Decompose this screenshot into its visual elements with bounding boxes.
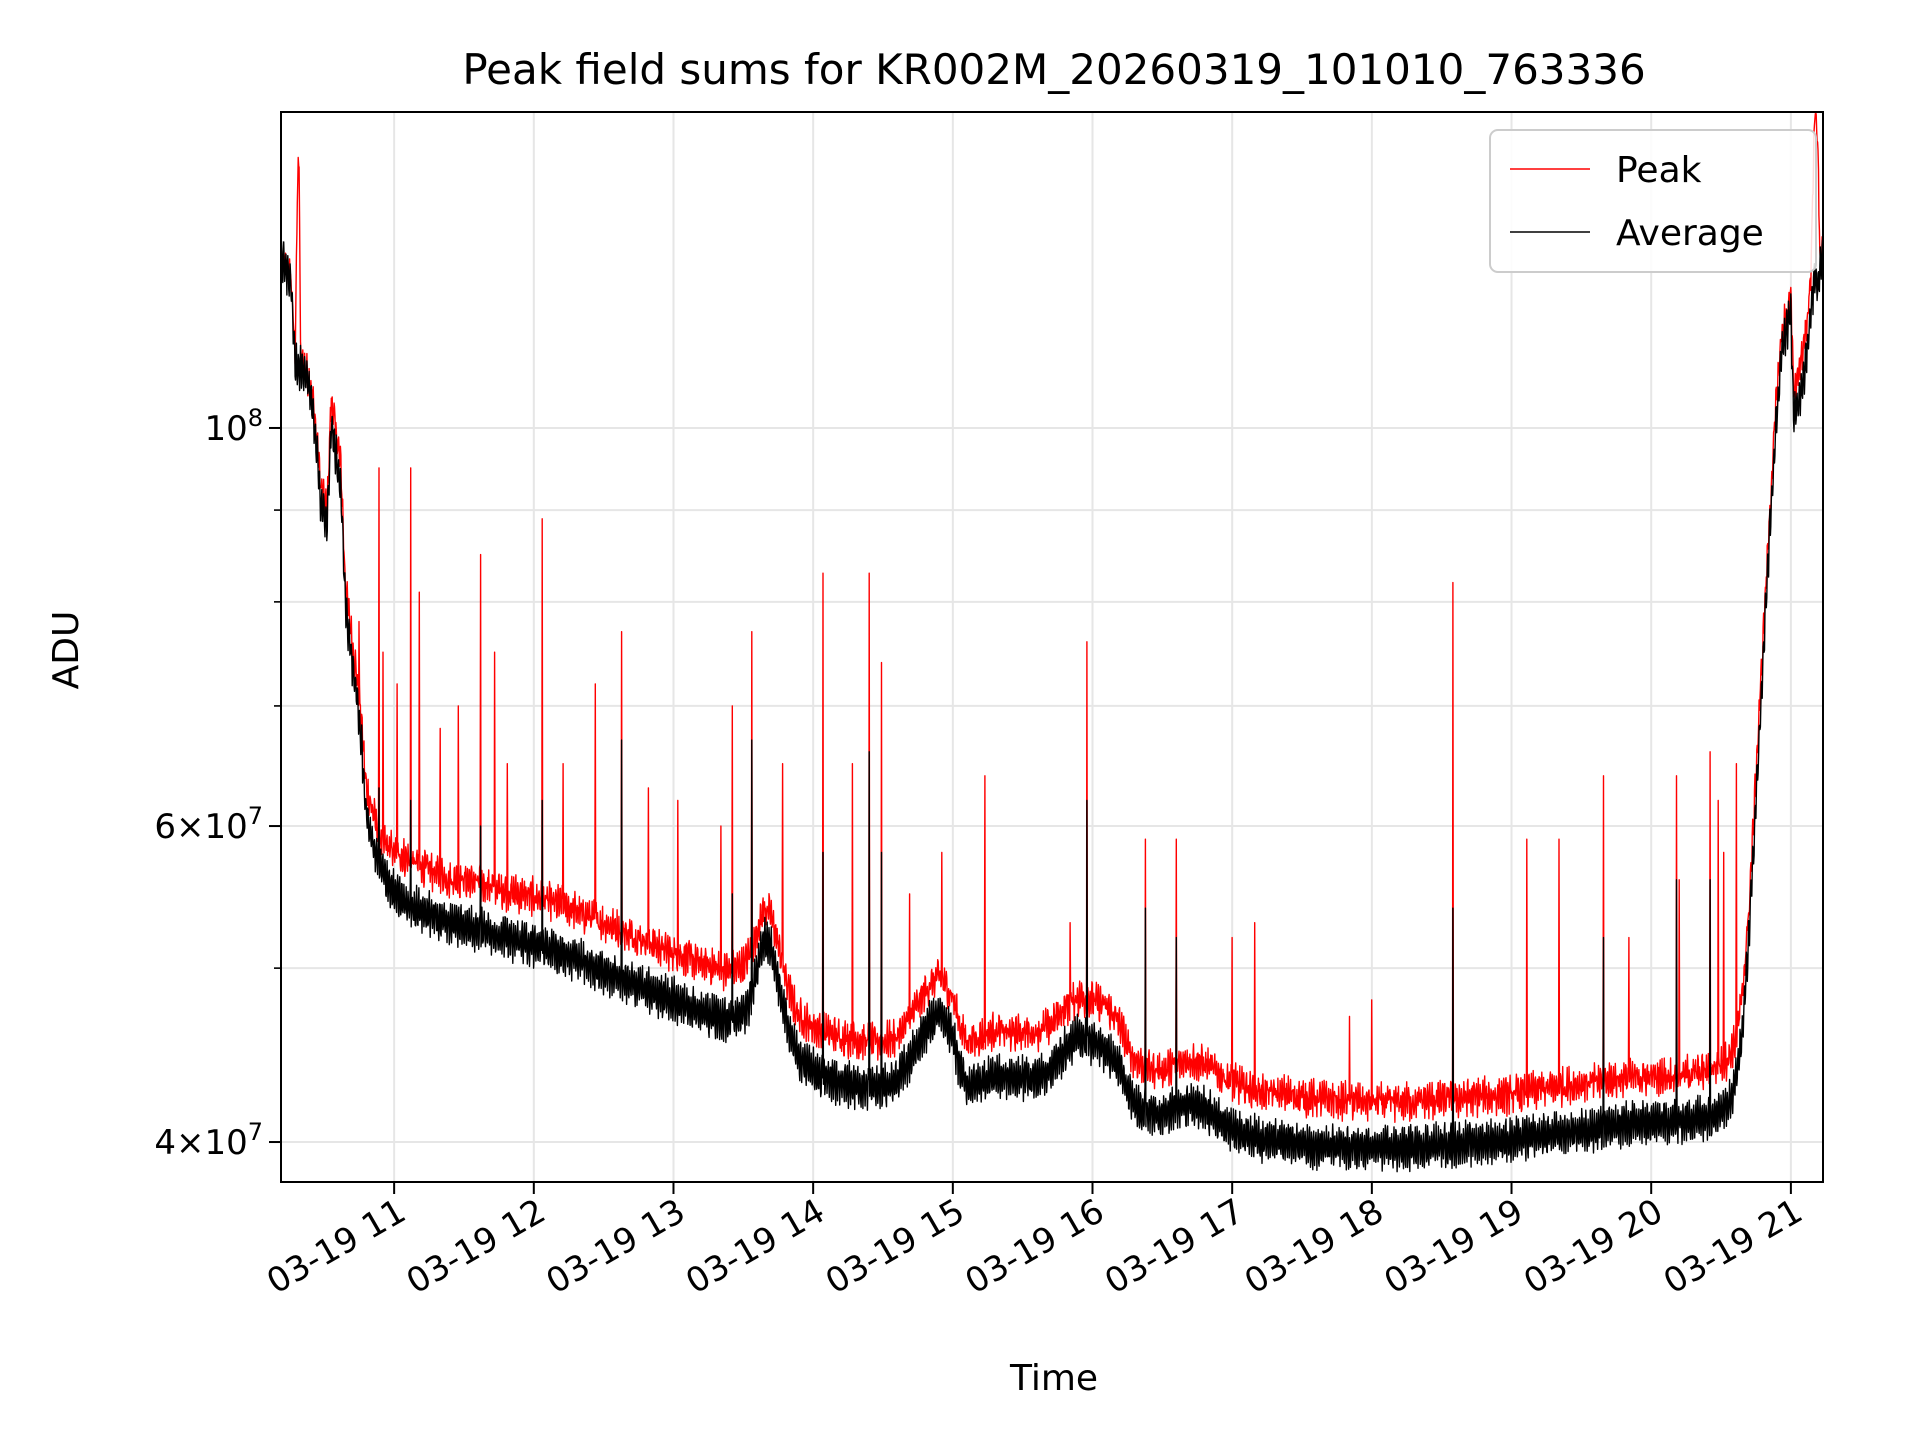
- series-line-average: [280, 239, 1824, 1173]
- legend-label-peak: Peak: [1616, 150, 1702, 191]
- grid-layer: [281, 112, 1823, 1182]
- series-line-peak: [280, 111, 1824, 1123]
- series-layer: [280, 111, 1824, 1173]
- y-axis-label: ADU: [46, 611, 87, 690]
- legend-box: [1489, 129, 1817, 273]
- plot-frame: [280, 111, 1824, 1183]
- y-tick-label: 4×107: [154, 1118, 263, 1163]
- legend: Peak Average: [1489, 129, 1817, 273]
- legend-label-average: Average: [1616, 213, 1764, 254]
- x-axis-label: Time: [1009, 1358, 1098, 1399]
- chart-title: Peak field sums for KR002M_20260319_1010…: [462, 45, 1645, 94]
- y-tick-label: 108: [204, 404, 263, 449]
- y-tick-label: 6×107: [154, 802, 263, 847]
